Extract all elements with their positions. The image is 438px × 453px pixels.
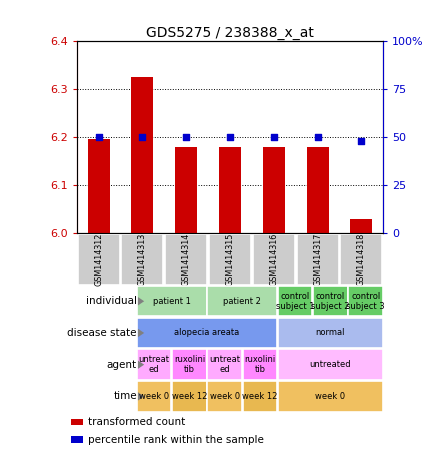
Text: week 12: week 12	[172, 392, 207, 401]
Text: GSM1414315: GSM1414315	[226, 233, 234, 286]
FancyBboxPatch shape	[208, 349, 242, 380]
Text: ruxolini
tib: ruxolini tib	[174, 355, 205, 374]
Polygon shape	[138, 361, 144, 369]
Point	[226, 134, 233, 141]
FancyBboxPatch shape	[243, 349, 277, 380]
Text: week 12: week 12	[242, 392, 278, 401]
FancyBboxPatch shape	[165, 234, 207, 285]
Polygon shape	[138, 329, 144, 337]
Polygon shape	[138, 297, 144, 305]
FancyBboxPatch shape	[243, 381, 277, 412]
FancyBboxPatch shape	[278, 318, 383, 348]
Text: GSM1414313: GSM1414313	[138, 233, 147, 286]
Point	[139, 134, 146, 141]
FancyBboxPatch shape	[278, 349, 383, 380]
FancyBboxPatch shape	[172, 349, 207, 380]
Text: GSM1414318: GSM1414318	[357, 233, 366, 286]
Point	[314, 134, 321, 141]
FancyBboxPatch shape	[137, 318, 277, 348]
Bar	[88, 140, 110, 233]
Bar	[71, 419, 83, 425]
Text: week 0: week 0	[139, 392, 169, 401]
Bar	[263, 147, 285, 233]
Point	[95, 134, 102, 141]
FancyBboxPatch shape	[78, 234, 120, 285]
FancyBboxPatch shape	[297, 234, 339, 285]
FancyBboxPatch shape	[278, 381, 383, 412]
Bar	[71, 436, 83, 443]
FancyBboxPatch shape	[172, 381, 207, 412]
Bar	[131, 77, 153, 233]
Bar	[350, 219, 372, 233]
Text: week 0: week 0	[210, 392, 240, 401]
FancyBboxPatch shape	[121, 234, 163, 285]
FancyBboxPatch shape	[348, 286, 383, 317]
FancyBboxPatch shape	[278, 286, 312, 317]
Polygon shape	[138, 392, 144, 400]
Text: untreat
ed: untreat ed	[209, 355, 240, 374]
Text: patient 2: patient 2	[223, 297, 261, 306]
Text: ruxolini
tib: ruxolini tib	[244, 355, 276, 374]
Text: alopecia areata: alopecia areata	[174, 328, 240, 337]
FancyBboxPatch shape	[137, 286, 207, 317]
Bar	[219, 147, 241, 233]
Text: control
subject 2: control subject 2	[311, 292, 350, 311]
FancyBboxPatch shape	[208, 286, 277, 317]
Text: time: time	[113, 391, 137, 401]
Text: GSM1414312: GSM1414312	[94, 233, 103, 286]
Text: control
subject 3: control subject 3	[346, 292, 385, 311]
Text: agent: agent	[107, 360, 137, 370]
FancyBboxPatch shape	[340, 234, 382, 285]
Point	[270, 134, 277, 141]
Title: GDS5275 / 238388_x_at: GDS5275 / 238388_x_at	[146, 26, 314, 40]
Text: GSM1414317: GSM1414317	[313, 233, 322, 286]
Text: GSM1414316: GSM1414316	[269, 233, 278, 286]
Point	[183, 134, 190, 141]
Text: normal: normal	[316, 328, 345, 337]
Bar	[307, 147, 328, 233]
FancyBboxPatch shape	[209, 234, 251, 285]
Text: control
subject 1: control subject 1	[276, 292, 314, 311]
Text: patient 1: patient 1	[153, 297, 191, 306]
FancyBboxPatch shape	[253, 234, 295, 285]
FancyBboxPatch shape	[313, 286, 348, 317]
FancyBboxPatch shape	[208, 381, 242, 412]
Text: percentile rank within the sample: percentile rank within the sample	[88, 434, 264, 445]
Text: untreat
ed: untreat ed	[139, 355, 170, 374]
Bar	[175, 147, 197, 233]
Text: transformed count: transformed count	[88, 417, 185, 427]
Point	[358, 137, 365, 145]
Text: GSM1414314: GSM1414314	[182, 233, 191, 286]
Text: untreated: untreated	[310, 360, 351, 369]
Text: disease state: disease state	[67, 328, 137, 338]
Text: individual: individual	[86, 296, 137, 306]
Text: week 0: week 0	[315, 392, 346, 401]
FancyBboxPatch shape	[137, 349, 171, 380]
FancyBboxPatch shape	[137, 381, 171, 412]
